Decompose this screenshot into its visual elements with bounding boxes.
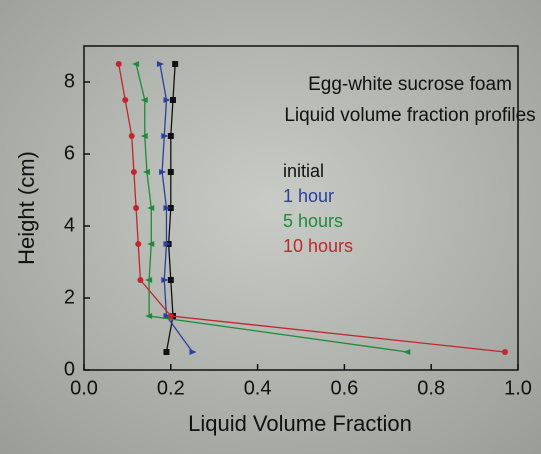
- data-point: [167, 133, 174, 139]
- data-point: [167, 313, 174, 319]
- y-tick-label: 0: [64, 358, 75, 380]
- legend-entry: initial: [283, 161, 324, 181]
- legend-entry: 10 hours: [283, 236, 353, 256]
- x-tick-label: 1.0: [504, 377, 532, 399]
- data-point: [189, 349, 197, 355]
- x-tick-label: 0.4: [244, 377, 272, 399]
- data-point: [163, 349, 170, 355]
- data-point: [140, 97, 148, 103]
- chart-subtitle: Liquid volume fraction profiles: [284, 105, 535, 126]
- y-tick-label: 8: [64, 70, 75, 92]
- data-point: [147, 241, 155, 247]
- plot-frame: [83, 45, 519, 371]
- data-point: [161, 133, 169, 139]
- data-point: [142, 169, 150, 175]
- data-point: [122, 97, 129, 103]
- data-point: [172, 61, 179, 67]
- data-point: [403, 349, 411, 355]
- data-point: [163, 205, 171, 211]
- data-point: [130, 169, 137, 175]
- data-point: [135, 241, 142, 247]
- data-point: [115, 61, 122, 67]
- data-point: [161, 277, 169, 283]
- data-point: [145, 277, 153, 283]
- y-tick-label: 2: [64, 286, 75, 308]
- data-point: [147, 205, 155, 211]
- data-point: [167, 277, 174, 283]
- y-tick-label: 4: [64, 214, 75, 236]
- data-point: [128, 133, 135, 139]
- legend-entry: 5 hours: [283, 211, 343, 231]
- data-point: [163, 313, 171, 319]
- x-tick-label: 0.8: [417, 377, 445, 399]
- data-point: [140, 133, 148, 139]
- data-point: [167, 205, 174, 211]
- x-tick-label: 0.2: [157, 377, 185, 399]
- data-point: [145, 313, 153, 319]
- data-point: [156, 61, 164, 67]
- x-axis-label: Liquid Volume Fraction: [188, 411, 412, 436]
- data-point: [133, 205, 140, 211]
- data-point: [163, 97, 171, 103]
- y-axis-label: Height (cm): [14, 151, 39, 265]
- chart-title: Egg-white sucrose foam: [308, 74, 512, 95]
- data-point: [167, 169, 174, 175]
- data-point: [501, 349, 508, 355]
- data-point: [163, 241, 171, 247]
- x-tick-label: 0.0: [70, 377, 98, 399]
- data-point: [159, 169, 167, 175]
- y-tick-label: 6: [64, 142, 75, 164]
- legend-entry: 1 hour: [283, 186, 334, 206]
- data-point: [137, 277, 144, 283]
- x-tick-label: 0.6: [330, 377, 358, 399]
- data-point: [132, 61, 140, 67]
- data-point: [169, 97, 176, 103]
